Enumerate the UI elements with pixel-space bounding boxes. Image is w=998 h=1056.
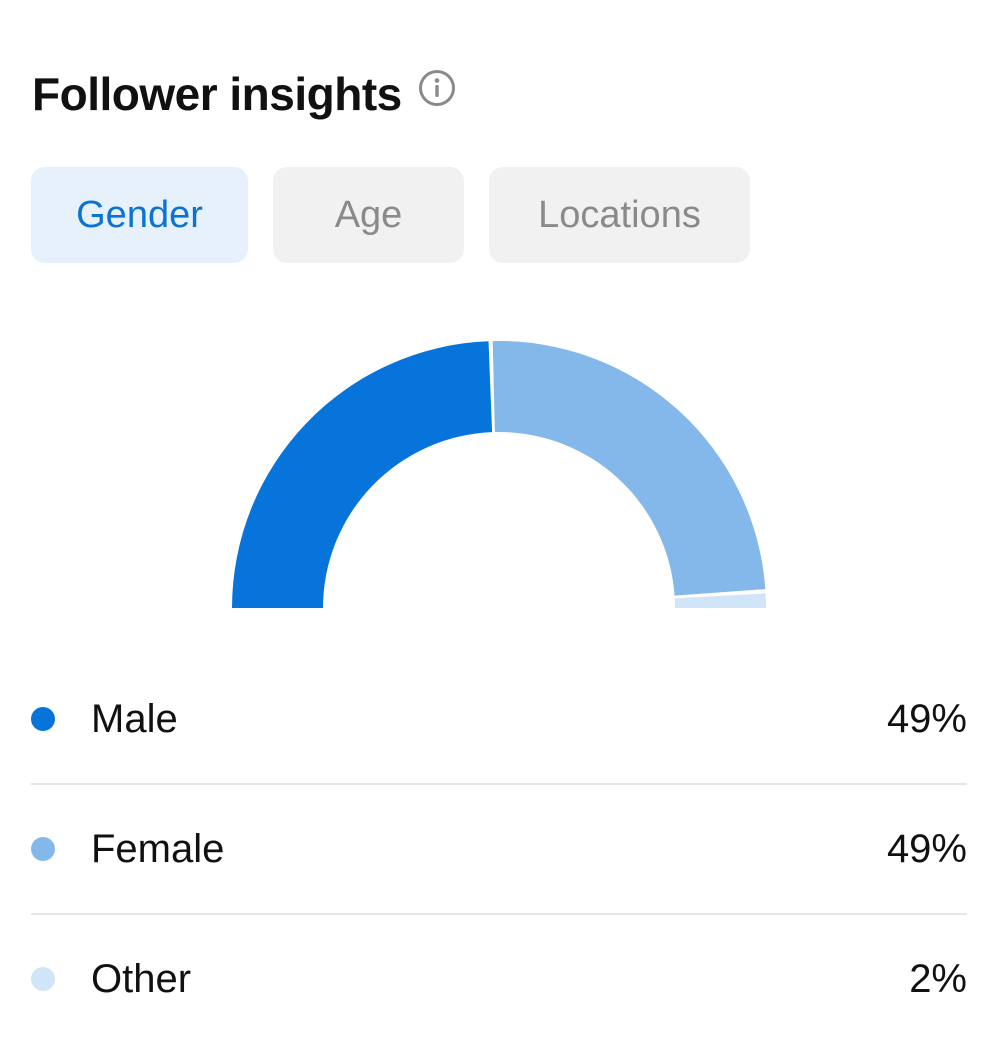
legend-label-male: Male [91, 696, 178, 741]
info-icon[interactable] [418, 69, 456, 107]
gender-half-donut-chart [232, 341, 766, 608]
legend-row-female: Female 49% [31, 783, 967, 913]
legend-value-other: 2% [909, 956, 967, 1001]
legend-label-other: Other [91, 956, 192, 1001]
legend-value-male: 49% [886, 696, 967, 741]
legend-row-male: Male 49% [31, 655, 967, 783]
tab-gender[interactable]: Gender [31, 167, 248, 263]
section-title: Follower insights [32, 68, 402, 120]
info-icon-graphic [418, 70, 455, 106]
chart-slice-other [674, 593, 766, 608]
tab-age[interactable]: Age [273, 167, 464, 263]
legend-label-female: Female [91, 826, 225, 871]
section-header: Follower insights [32, 62, 456, 126]
chart-slice-male [232, 341, 493, 608]
insights-tabs: Gender Age Locations [31, 167, 750, 263]
legend-row-other: Other 2% [31, 913, 967, 1043]
female-color-dot [31, 837, 55, 861]
tab-locations[interactable]: Locations [489, 167, 750, 263]
male-color-dot [31, 707, 55, 731]
chart-slice-female [492, 341, 766, 596]
other-color-dot [31, 967, 55, 991]
legend-value-female: 49% [886, 826, 967, 871]
gender-legend: Male 49% Female 49% Other 2% [31, 655, 967, 1043]
